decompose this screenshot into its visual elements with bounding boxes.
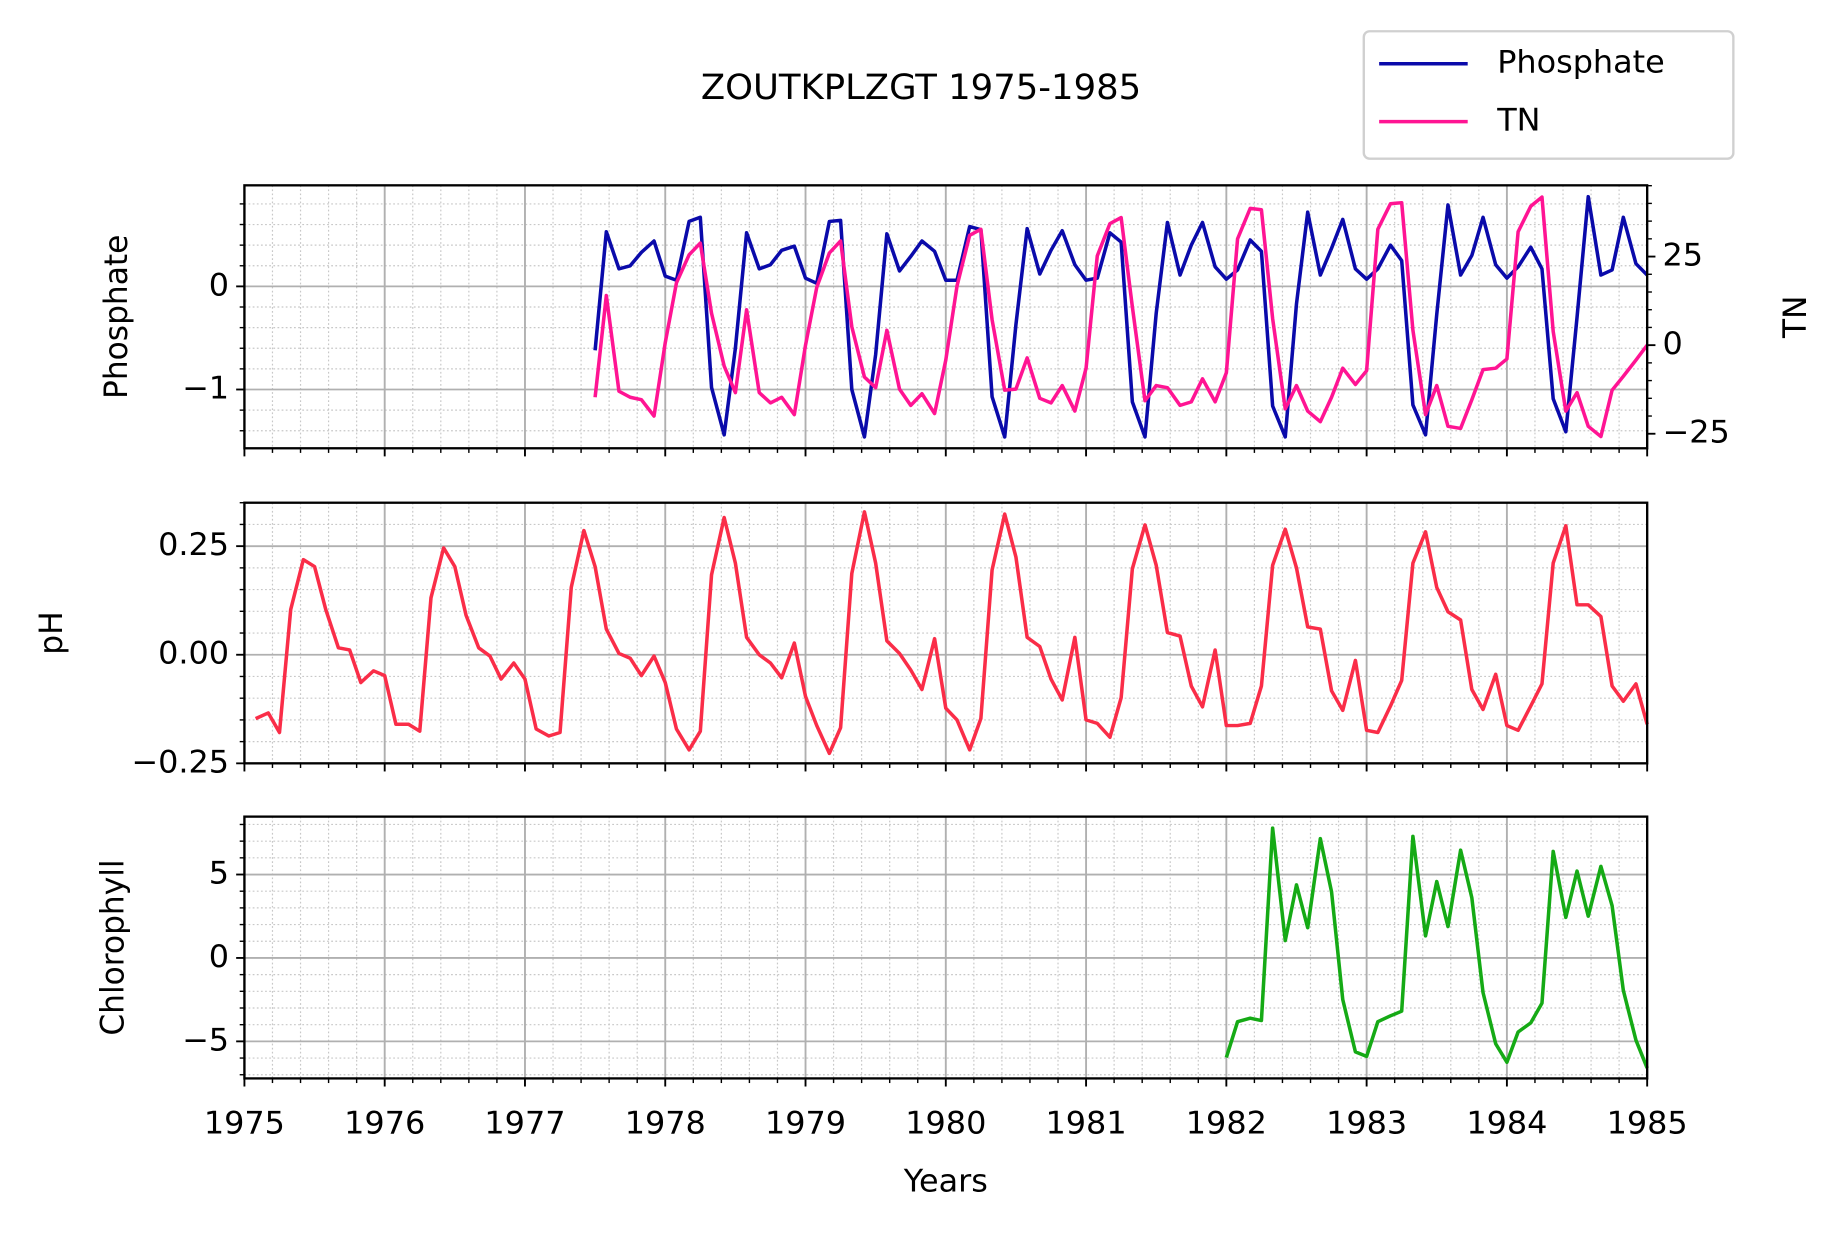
- y-tick-label: 0: [209, 939, 229, 975]
- x-tick-label: 1981: [1046, 1106, 1127, 1142]
- x-tick-label: 1977: [484, 1106, 565, 1142]
- y-tick-label: 0: [209, 268, 229, 304]
- y-tick-label: 0.00: [158, 636, 229, 672]
- x-tick-label: 1979: [765, 1106, 846, 1142]
- legend-label: Phosphate: [1497, 45, 1665, 81]
- y2-tick-label: 0: [1663, 326, 1683, 362]
- y-tick-label: 5: [209, 856, 229, 892]
- x-tick-label: 1980: [905, 1106, 986, 1142]
- y-tick-label: −5: [182, 1023, 229, 1059]
- x-tick-label: 1982: [1186, 1106, 1267, 1142]
- axes-frame: [243, 501, 1649, 765]
- legend-label: TN: [1496, 103, 1540, 139]
- y-axis-label: Phosphate: [99, 235, 135, 399]
- y2-tick-label: 25: [1663, 238, 1704, 274]
- x-axis-label: Years: [903, 1164, 988, 1200]
- y2-tick-label: −25: [1663, 415, 1730, 451]
- x-tick-label: 1983: [1326, 1106, 1407, 1142]
- axes-frame: [243, 184, 1649, 450]
- y2-axis-label: TN: [1778, 296, 1814, 339]
- x-tick-label: 1985: [1607, 1106, 1688, 1142]
- x-tick-label: 1984: [1466, 1106, 1547, 1142]
- y-axis-label: pH: [34, 611, 70, 654]
- data-line: [254, 510, 1649, 756]
- axes-frame: [243, 815, 1649, 1080]
- y-tick-label: −0.25: [131, 745, 229, 781]
- data-line: [1224, 826, 1649, 1069]
- data-line: [593, 195, 1649, 439]
- chart-title: ZOUTKPLZGT 1975-1985: [701, 67, 1141, 108]
- legend: Phosphate TN: [1379, 45, 1665, 139]
- x-tick-label: 1976: [344, 1106, 425, 1142]
- y-axis-label: Chlorophyll: [95, 859, 131, 1035]
- y-tick-label: −1: [182, 371, 229, 407]
- x-tick-label: 1975: [204, 1106, 285, 1142]
- x-tick-label: 1978: [625, 1106, 706, 1142]
- y-tick-label: 0.25: [158, 527, 229, 563]
- data-line: [593, 194, 1649, 439]
